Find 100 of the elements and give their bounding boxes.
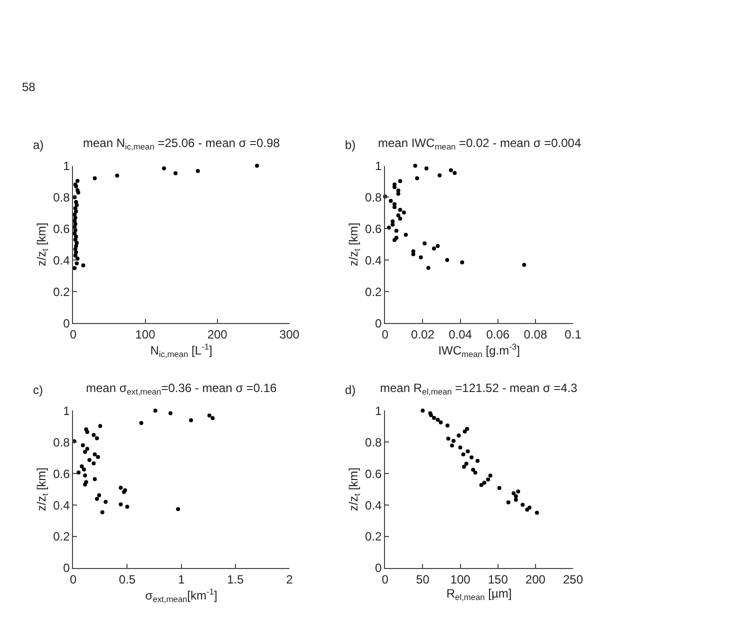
text: 58	[22, 80, 36, 94]
point	[96, 455, 100, 460]
point	[476, 458, 480, 463]
point	[422, 241, 427, 246]
y-tick-label: 0.8	[53, 190, 70, 204]
point	[75, 256, 80, 261]
point	[520, 502, 525, 507]
x-axis-title: σ$_{ext,mean}$[km$^{-1}$]	[145, 586, 218, 604]
point	[522, 262, 526, 267]
x-tick-label: 0.08	[524, 328, 548, 342]
point	[80, 443, 85, 448]
point	[92, 452, 97, 456]
point	[83, 450, 88, 454]
point	[73, 247, 78, 252]
y-tick-label: 0	[375, 561, 382, 576]
point	[462, 464, 466, 469]
point	[87, 458, 92, 462]
point	[104, 500, 108, 504]
x-tick-label: 300	[279, 328, 300, 342]
point	[464, 462, 468, 466]
point	[83, 473, 88, 478]
point	[74, 234, 78, 239]
point	[413, 164, 418, 168]
point	[97, 493, 102, 498]
point	[460, 260, 464, 264]
point	[125, 504, 130, 509]
point	[436, 418, 440, 422]
point	[420, 408, 425, 413]
point	[92, 461, 96, 466]
point	[115, 174, 120, 178]
point	[386, 226, 391, 230]
point	[424, 166, 428, 170]
y-tick-label: 0	[63, 316, 70, 330]
point	[168, 411, 172, 416]
point	[446, 424, 450, 428]
y-tick-label: 0	[63, 561, 70, 576]
point	[497, 486, 502, 490]
point	[392, 185, 397, 190]
y-tick-label: 0	[375, 316, 382, 330]
point	[473, 470, 478, 475]
point	[436, 244, 440, 248]
point	[76, 190, 80, 195]
point	[72, 266, 77, 270]
point	[81, 263, 86, 268]
y-tick-label: 0.4	[53, 253, 70, 268]
point	[75, 178, 80, 183]
point	[415, 176, 420, 180]
point	[482, 480, 486, 485]
point	[426, 266, 430, 270]
y-tick-label: 0.2	[53, 530, 70, 544]
point	[85, 446, 90, 451]
point	[388, 198, 393, 203]
point	[448, 168, 453, 172]
point	[456, 433, 461, 438]
y-tick-label: 0.2	[53, 284, 70, 299]
y-tick-label: 0.2	[365, 284, 382, 299]
x-tick-label: 1.5	[227, 572, 244, 586]
point	[85, 430, 90, 434]
text: c)	[33, 383, 43, 397]
point	[80, 464, 84, 468]
x-tick-label: 0.04	[448, 328, 472, 342]
point	[486, 478, 490, 482]
point	[73, 253, 78, 258]
point	[210, 416, 215, 420]
x-tick-label: 50	[416, 572, 430, 586]
point	[402, 210, 406, 214]
y-tick-label: 0.4	[365, 253, 382, 268]
point	[512, 491, 516, 496]
point	[516, 490, 520, 494]
chart-title: mean σ$_{ext,mean}$=0.36 - mean σ =0.16	[86, 381, 278, 397]
x-tick-label: 250	[563, 572, 584, 586]
point	[396, 213, 400, 218]
point	[525, 508, 530, 512]
point	[189, 418, 194, 422]
point	[72, 231, 77, 236]
point	[466, 449, 470, 454]
chart-title: mean R$_{el,mean}$ =121.52 - mean σ =4.3	[380, 381, 578, 397]
point	[461, 452, 466, 456]
point	[411, 252, 416, 256]
x-tick-label: 0.5	[118, 572, 136, 586]
x-tick-label: 0.02	[411, 328, 435, 342]
point	[432, 416, 436, 420]
point	[196, 168, 200, 173]
point	[82, 467, 86, 472]
point	[139, 421, 144, 426]
point	[514, 494, 518, 498]
point	[458, 445, 462, 450]
point	[398, 216, 402, 221]
point	[92, 477, 97, 482]
point	[452, 438, 456, 443]
x-tick-label: 200	[207, 328, 228, 342]
y-tick-label: 0.6	[53, 466, 70, 481]
point	[398, 179, 402, 184]
point	[74, 261, 79, 266]
point	[392, 238, 397, 242]
point	[254, 164, 259, 168]
x-tick-label: 100	[135, 328, 156, 342]
x-tick-label: 100	[450, 572, 471, 586]
point	[94, 436, 99, 440]
chart-title: mean N$_{ic,mean}$ =25.06 - mean σ =0.98	[83, 136, 280, 152]
